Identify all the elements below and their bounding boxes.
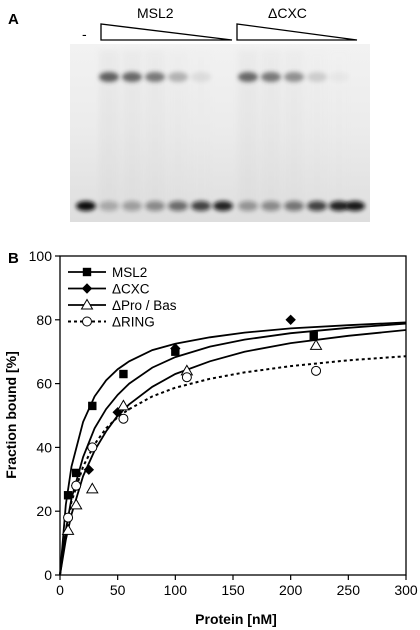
gel-smear — [99, 50, 119, 215]
y-tick-label: 0 — [44, 567, 52, 583]
data-point-series-1 — [83, 464, 95, 475]
x-tick-label: 0 — [56, 582, 64, 598]
data-point-series-1 — [170, 343, 181, 354]
fit-curve-series-0 — [59, 321, 407, 576]
group-label-dcxc: ΔCXC — [268, 5, 307, 21]
group-label-msl2: MSL2 — [137, 5, 174, 21]
legend-label: ΔPro / Bas — [112, 298, 177, 313]
gel-smear — [122, 50, 142, 215]
legend-marker — [80, 298, 94, 310]
gel-band-shifted — [122, 72, 142, 82]
gel-smear — [238, 50, 258, 215]
data-point-series-2 — [61, 523, 75, 535]
x-tick-label: 300 — [394, 582, 418, 598]
titration-wedge-msl2 — [100, 23, 233, 41]
legend-label: MSL2 — [112, 265, 147, 280]
gel-band-free — [145, 201, 165, 211]
gel-band-free — [329, 201, 349, 211]
titration-wedge-dcxc — [236, 23, 358, 41]
x-tick-label: 200 — [279, 582, 303, 598]
legend-marker — [82, 267, 92, 277]
data-point-series-3 — [87, 442, 98, 453]
data-point-series-0 — [309, 331, 318, 340]
gel-smear — [284, 50, 304, 215]
data-point-series-3 — [311, 365, 322, 376]
x-tick-label: 50 — [110, 582, 126, 598]
data-point-series-2 — [309, 338, 323, 350]
gel-band-free — [345, 201, 365, 211]
gel-band-shifted — [191, 72, 211, 82]
data-point-series-3 — [118, 413, 129, 424]
y-tick-label: 40 — [36, 439, 52, 455]
data-point-series-2 — [117, 399, 130, 411]
gel-band-shifted — [99, 72, 119, 82]
data-point-series-2 — [85, 482, 99, 494]
gel-band-free — [307, 201, 327, 211]
y-tick-label: 80 — [36, 312, 52, 328]
data-point-series-1 — [112, 407, 123, 418]
data-point-series-2 — [69, 498, 83, 510]
gel-smear — [145, 50, 165, 215]
gel-smear — [261, 50, 281, 215]
fit-curve-series-3 — [59, 355, 407, 576]
gel-band-shifted — [307, 72, 327, 82]
gel-band-free — [168, 201, 188, 211]
legend-marker — [82, 316, 92, 327]
y-tick-label: 60 — [36, 376, 52, 392]
x-axis-title: Protein [nM] — [195, 611, 277, 627]
fit-curve-series-1 — [59, 322, 407, 576]
gel-band-free — [238, 201, 258, 211]
panel-a-label: A — [8, 11, 19, 28]
panel-a: A - MSL2 ΔCXC — [8, 5, 370, 222]
data-point-series-0 — [119, 369, 128, 379]
fit-curve-series-2 — [59, 329, 407, 576]
data-point-series-0 — [63, 491, 73, 500]
legend-label: ΔRING — [112, 315, 155, 330]
y-axis-title: Fraction bound [%] — [3, 351, 19, 479]
gel-band-shifted — [261, 72, 281, 82]
gel-band-free — [122, 201, 142, 211]
gel-band-free — [76, 201, 96, 211]
data-point-series-3 — [181, 372, 192, 383]
y-tick-label: 20 — [36, 503, 52, 519]
panel-b: B 0 20 40 60 80 100 0 50 100 150 200 250 300 MSL2 ΔCXC… — [3, 248, 418, 627]
gel-band-shifted — [238, 72, 258, 82]
data-point-series-1 — [285, 314, 296, 325]
binding-chart: 0 20 40 60 80 100 0 50 100 150 200 250 300 MSL2 ΔCXCΔP… — [29, 248, 418, 598]
data-point-series-3 — [71, 480, 82, 491]
gel-smear — [307, 50, 327, 215]
data-point-series-0 — [71, 468, 81, 478]
gel-band-shifted — [329, 72, 349, 82]
panel-b-label: B — [8, 250, 19, 267]
gel-band-free — [191, 201, 211, 211]
x-tick-label: 150 — [221, 582, 245, 598]
gel-band-shifted — [284, 72, 304, 82]
x-tick-label: 250 — [337, 582, 361, 598]
legend-marker — [81, 283, 93, 294]
y-tick-label: 100 — [29, 248, 53, 264]
gel-band-shifted — [145, 72, 165, 82]
gel-band-free — [284, 201, 304, 211]
data-point-series-3 — [63, 512, 74, 523]
data-point-series-0 — [88, 401, 97, 411]
legend-label: ΔCXC — [112, 282, 150, 297]
minus-lane-label: - — [82, 26, 87, 42]
gel-band-free — [261, 201, 281, 211]
gel-band-shifted — [168, 72, 188, 82]
gel-bands — [76, 50, 365, 215]
gel-band-free — [213, 201, 233, 211]
gel-band-free — [99, 201, 119, 211]
x-tick-label: 100 — [164, 582, 188, 598]
gel-smear — [168, 50, 188, 215]
